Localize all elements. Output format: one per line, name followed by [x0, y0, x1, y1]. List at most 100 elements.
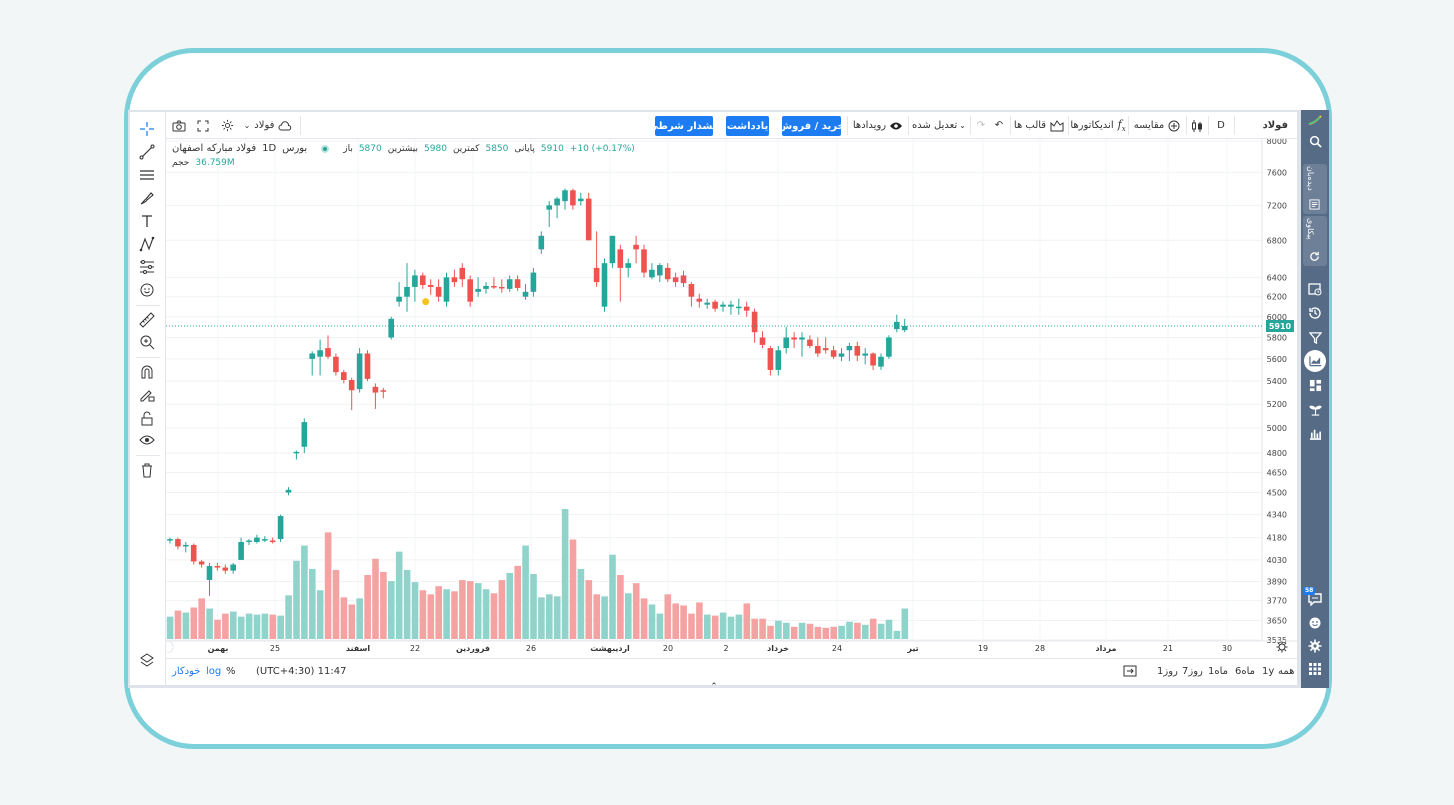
- candle-body: [799, 337, 805, 340]
- collapse-panel-chevron-icon[interactable]: ⌃: [710, 682, 718, 692]
- volume-bar: [838, 625, 845, 639]
- note-button[interactable]: یادداشت: [726, 116, 769, 136]
- brush-icon[interactable]: [138, 189, 156, 207]
- scroll-left-icon[interactable]: [166, 640, 174, 653]
- interval-button[interactable]: D: [1217, 120, 1225, 131]
- chart-area[interactable]: 8000 7600 7200 6800 6400 6200 6000 5800 5600 5400…: [166, 139, 1297, 653]
- magnet-icon[interactable]: [138, 363, 156, 381]
- candle-body: [870, 353, 876, 366]
- symbol-search[interactable]: فولاد: [1262, 120, 1288, 131]
- volume-bar: [277, 615, 284, 639]
- range-1m[interactable]: 1ماه: [1208, 666, 1229, 677]
- volume-bar: [403, 569, 411, 639]
- crosshair-icon[interactable]: [138, 120, 156, 138]
- bar-chart-icon[interactable]: [1307, 425, 1323, 441]
- volume-bar: [340, 597, 348, 639]
- log-scale-toggle[interactable]: log: [206, 666, 222, 677]
- candle-body: [791, 337, 797, 340]
- volume-bar: [427, 594, 435, 639]
- volume-bar: [798, 622, 806, 639]
- candle-body: [254, 537, 260, 543]
- camera-icon[interactable]: [168, 112, 190, 139]
- pattern-icon[interactable]: [138, 235, 156, 253]
- volume-bar: [269, 614, 277, 639]
- volume-bar: [316, 590, 324, 639]
- conditional-alert-button[interactable]: هشدار شرطی: [648, 116, 720, 136]
- watchlist-tab-label: دیده‌بان: [1306, 166, 1315, 191]
- range-6m[interactable]: 6ماه: [1235, 666, 1256, 677]
- templates-button[interactable]: قالب ها: [1012, 112, 1066, 139]
- candle-body: [269, 540, 276, 543]
- emoji-icon[interactable]: [138, 281, 156, 299]
- dashboard-icon[interactable]: [1307, 377, 1323, 393]
- settings-gear-icon[interactable]: [216, 112, 238, 139]
- candle-body: [348, 380, 355, 391]
- volume-bar: [285, 595, 292, 639]
- axis-settings-gear-icon[interactable]: [1276, 641, 1288, 653]
- event-marker[interactable]: [422, 298, 430, 306]
- candle-body: [641, 249, 647, 273]
- volume-bar: [719, 612, 727, 639]
- filter-icon[interactable]: [1307, 329, 1323, 345]
- eye-icon[interactable]: [138, 431, 156, 449]
- plus-circle-icon: [1168, 120, 1180, 131]
- calendar-clock-icon[interactable]: [1307, 281, 1323, 297]
- toolbar-divider: [1128, 116, 1129, 135]
- forecast-icon[interactable]: [138, 258, 156, 276]
- support-face-icon[interactable]: [1307, 615, 1323, 631]
- compare-button[interactable]: مقایسه: [1130, 112, 1184, 139]
- history-icon[interactable]: [1307, 305, 1323, 321]
- date-range-icon[interactable]: [1123, 664, 1137, 681]
- chart-tab-active[interactable]: [1304, 350, 1326, 372]
- candle-body: [854, 345, 861, 356]
- range-1d[interactable]: 1روز: [1157, 666, 1178, 677]
- right-sidebar: دیده‌بان پیکاوی 58: [1301, 110, 1329, 688]
- options-tab[interactable]: پیکاوی: [1303, 216, 1327, 266]
- range-all[interactable]: همه: [1278, 666, 1295, 677]
- auto-scale-toggle[interactable]: خودکار: [172, 666, 201, 677]
- adjusted-dropdown[interactable]: تعدیل شده ⌄: [910, 112, 968, 139]
- ruler-icon[interactable]: [138, 311, 156, 329]
- candle-style-icon[interactable]: [1188, 112, 1206, 139]
- volume-bar: [790, 626, 798, 639]
- trash-icon[interactable]: [138, 461, 156, 479]
- volume-bar: [388, 581, 395, 639]
- zoom-in-icon[interactable]: [138, 333, 156, 351]
- volume-bar: [459, 580, 466, 639]
- candle-body: [459, 267, 466, 280]
- volume-bar: [806, 623, 814, 639]
- candle-body: [325, 348, 331, 357]
- undo-icon[interactable]: ↶: [994, 120, 1004, 131]
- layers-icon[interactable]: [138, 651, 156, 669]
- cloud-save-dropdown[interactable]: ⌄ فولاد: [240, 112, 296, 139]
- volume-bar: [862, 624, 869, 639]
- indicators-button[interactable]: اندیکاتورها fx: [1070, 112, 1126, 139]
- events-button[interactable]: رویدادها: [850, 112, 906, 139]
- volume-bar: [593, 594, 600, 639]
- watchlist-tab[interactable]: دیده‌بان: [1303, 164, 1327, 214]
- fullscreen-icon[interactable]: [192, 112, 214, 139]
- text-tool-icon[interactable]: [138, 212, 156, 230]
- time-tick-label: فروردین: [456, 644, 490, 653]
- trend-line-icon[interactable]: [138, 143, 156, 161]
- unlock-icon[interactable]: [138, 409, 156, 427]
- lock-drawing-icon[interactable]: [138, 386, 156, 404]
- volume-bar: [696, 602, 703, 639]
- volume-bar: [822, 627, 830, 639]
- settings-gear-icon[interactable]: [1307, 638, 1323, 654]
- price-tick-label: 6200: [1267, 293, 1287, 302]
- horizontal-lines-icon[interactable]: [138, 166, 156, 184]
- chat-icon[interactable]: [1307, 591, 1323, 607]
- search-icon[interactable]: [1307, 133, 1323, 149]
- volume-bar: [704, 614, 711, 639]
- percent-scale-toggle[interactable]: %: [226, 666, 236, 677]
- range-1y[interactable]: 1y: [1262, 666, 1275, 677]
- redo-icon[interactable]: ↷: [976, 120, 986, 131]
- candle-body: [807, 339, 813, 346]
- time-tick-label: 24: [832, 644, 842, 653]
- range-7d[interactable]: 7روز: [1182, 666, 1203, 677]
- plant-icon[interactable]: [1307, 401, 1323, 417]
- apps-grid-icon[interactable]: [1307, 661, 1323, 677]
- buy-sell-button[interactable]: خرید / فروش: [778, 116, 845, 136]
- timezone-clock[interactable]: (UTC+4:30) 11:47: [256, 666, 347, 677]
